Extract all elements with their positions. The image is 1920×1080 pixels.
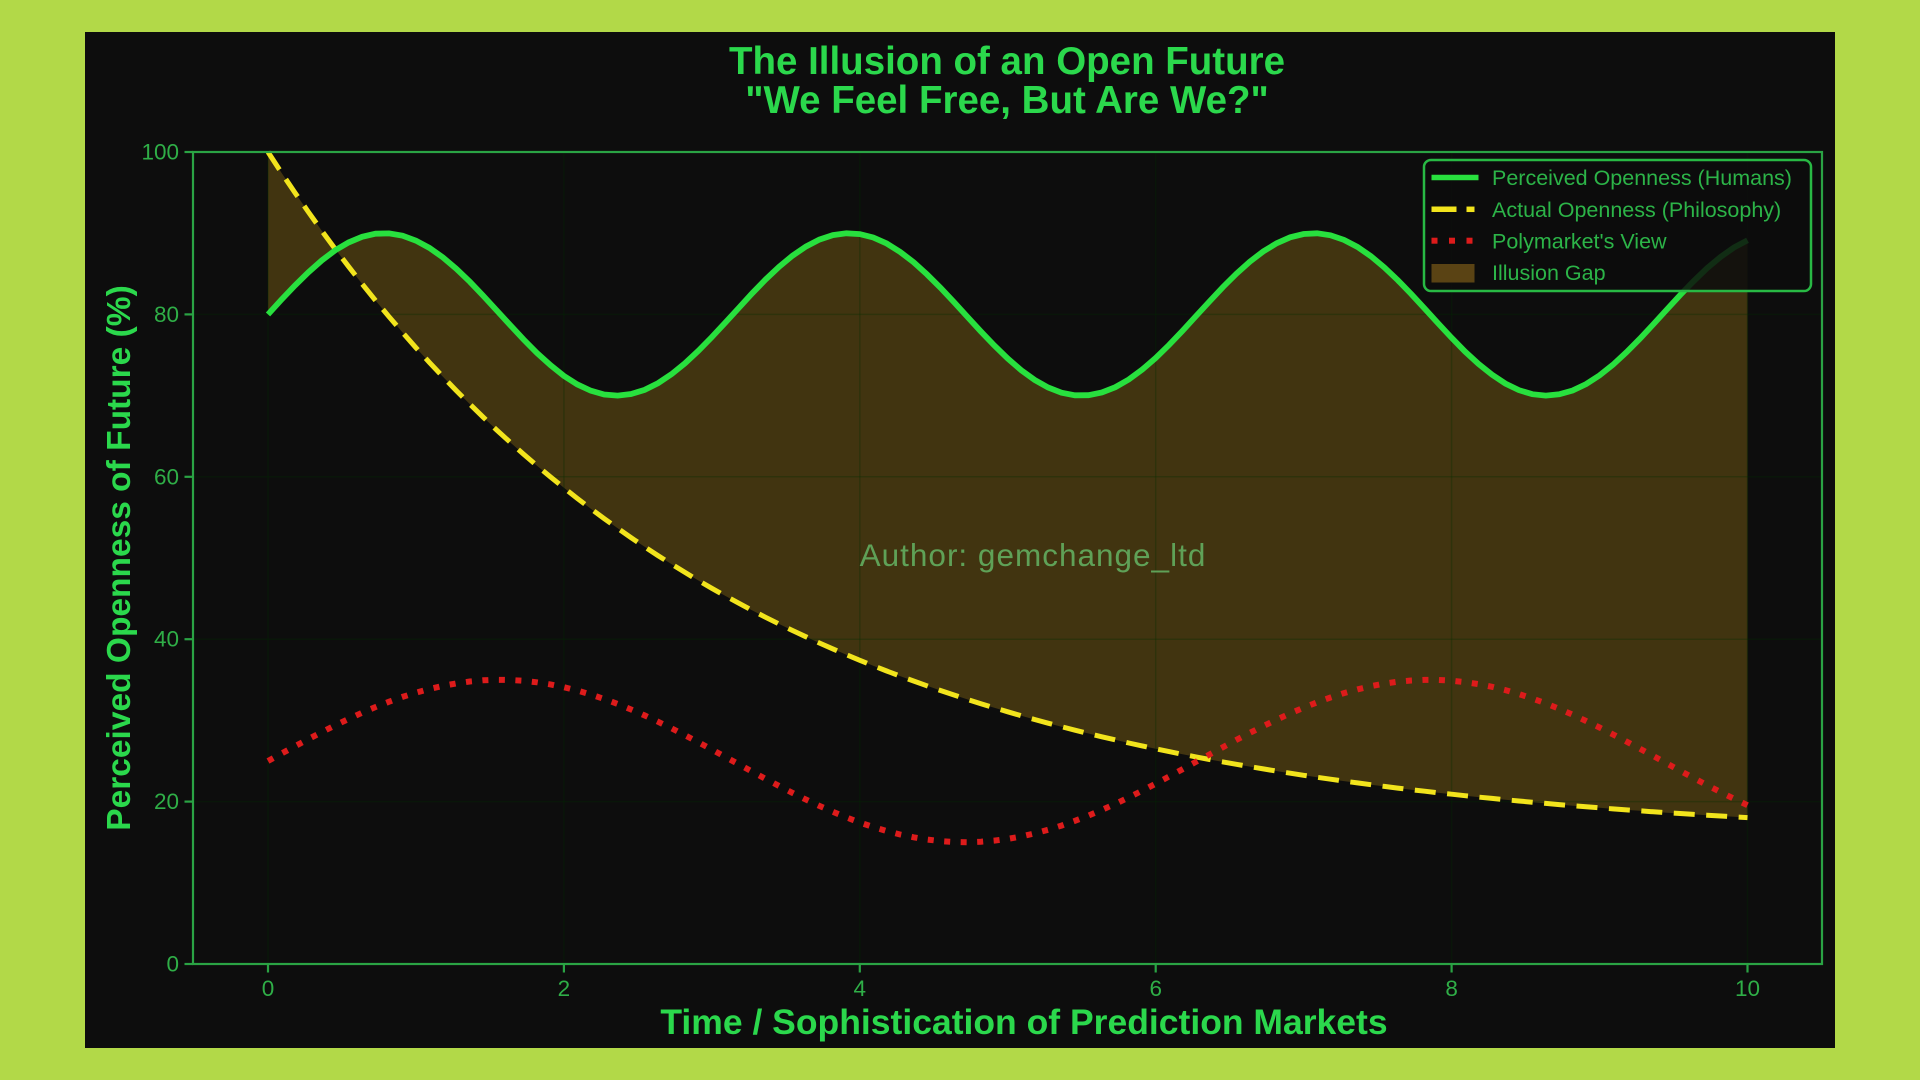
svg-text:The Illusion of an Open Future: The Illusion of an Open Future [729, 40, 1285, 83]
svg-text:20: 20 [154, 789, 179, 814]
svg-text:Polymarket's View: Polymarket's View [1492, 230, 1667, 254]
svg-text:80: 80 [154, 302, 179, 327]
svg-text:8: 8 [1445, 976, 1458, 1001]
svg-text:Perceived Openness of Future (: Perceived Openness of Future (%) [101, 285, 138, 830]
svg-text:Illusion Gap: Illusion Gap [1492, 261, 1606, 285]
svg-text:2: 2 [558, 976, 571, 1001]
svg-text:Time / Sophistication of Predi: Time / Sophistication of Prediction Mark… [660, 1002, 1387, 1042]
svg-text:100: 100 [141, 140, 179, 165]
svg-text:10: 10 [1735, 976, 1760, 1001]
svg-text:"We Feel Free, But Are We?": "We Feel Free, But Are We?" [745, 79, 1269, 122]
svg-text:Actual Openness (Philosophy): Actual Openness (Philosophy) [1492, 198, 1781, 222]
svg-text:40: 40 [154, 627, 179, 652]
svg-text:0: 0 [166, 952, 179, 977]
svg-text:60: 60 [154, 464, 179, 489]
svg-text:4: 4 [854, 976, 867, 1001]
svg-text:6: 6 [1149, 976, 1162, 1001]
svg-text:Perceived Openness (Humans): Perceived Openness (Humans) [1492, 166, 1792, 190]
svg-text:0: 0 [262, 976, 275, 1001]
svg-text:Author: gemchange_ltd: Author: gemchange_ltd [860, 537, 1207, 573]
